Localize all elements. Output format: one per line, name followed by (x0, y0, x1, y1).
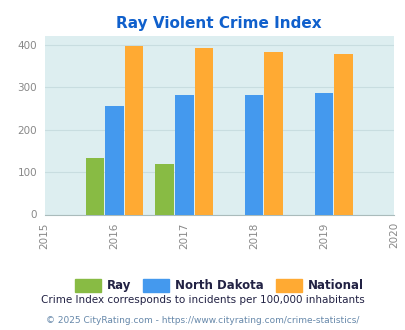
Bar (175, 95, 193, 214)
Text: © 2025 CityRating.com - https://www.cityrating.com/crime-statistics/: © 2025 CityRating.com - https://www.city… (46, 315, 359, 325)
Bar (124, 46, 143, 214)
Bar (105, 106, 124, 214)
Bar (264, 52, 282, 214)
Bar (194, 48, 213, 214)
Text: Crime Index corresponds to incidents per 100,000 inhabitants: Crime Index corresponds to incidents per… (41, 295, 364, 305)
Bar (244, 95, 263, 214)
Bar (314, 93, 333, 214)
Title: Ray Violent Crime Index: Ray Violent Crime Index (116, 16, 321, 31)
Bar (333, 54, 352, 214)
Bar (85, 158, 104, 214)
Legend: Ray, North Dakota, National: Ray, North Dakota, National (70, 274, 367, 297)
Bar (155, 164, 174, 214)
